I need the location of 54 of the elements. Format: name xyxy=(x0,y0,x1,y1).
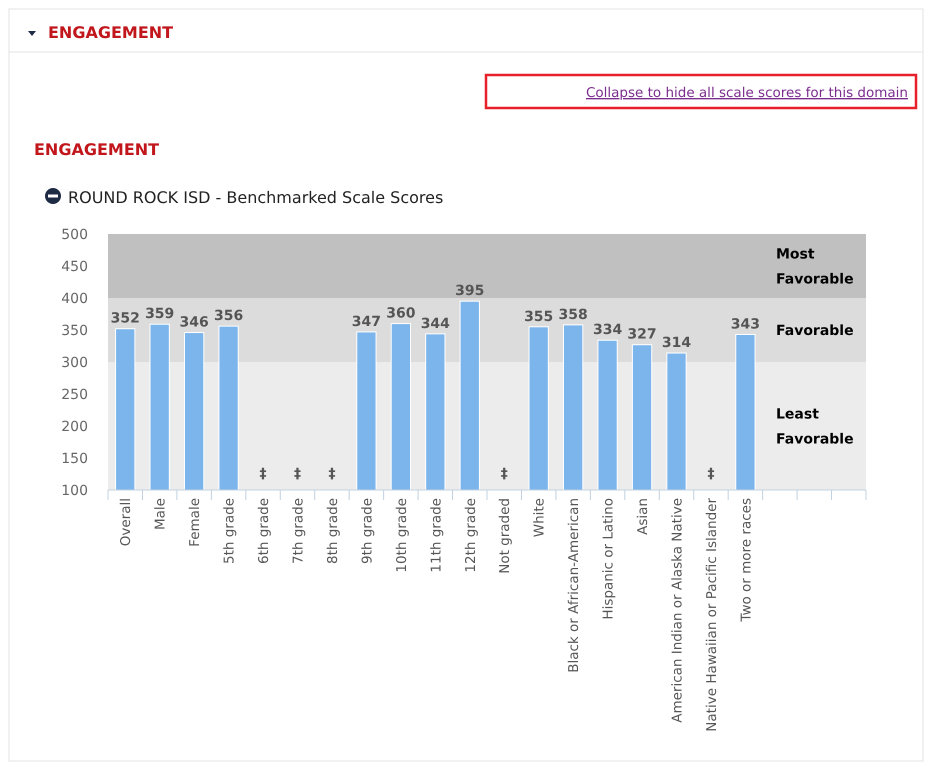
data-label: 314 xyxy=(662,335,692,352)
chart-subtitle: ROUND ROCK ISD - Benchmarked Scale Scores xyxy=(68,188,444,207)
x-tick-label: White xyxy=(532,498,548,538)
text: ‡ xyxy=(328,466,336,482)
text: Collapse to hide all scale scores for this domain xyxy=(586,85,908,101)
data-label: 327 xyxy=(627,326,657,343)
x-tick-label: 6th grade xyxy=(256,498,272,564)
x-tick-label: 8th grade xyxy=(324,498,341,564)
text: ‡ xyxy=(707,466,714,482)
data-label: 334 xyxy=(592,322,622,338)
x-tick-label: Asian xyxy=(635,498,652,535)
data-label: 347 xyxy=(352,314,382,330)
data-label: 344 xyxy=(420,316,450,332)
x-tick-label: Native Hawaiian or Pacific Islander xyxy=(704,498,720,732)
x-tick-label: Not graded xyxy=(497,498,514,574)
data-label: 395 xyxy=(455,283,484,300)
y-tick-label: 500 xyxy=(61,227,88,243)
x-tick-label: Female xyxy=(187,498,204,547)
text: ‡ xyxy=(260,466,267,482)
x-tick-label: Overall xyxy=(118,498,134,546)
x-tick-label: 11th grade xyxy=(428,498,444,573)
text: ‡ xyxy=(500,466,508,482)
x-tick-label: 9th grade xyxy=(359,498,376,564)
y-tick-label: 150 xyxy=(61,451,88,467)
x-tick-label: Black or African-American xyxy=(566,498,582,673)
x-tick-label: Male xyxy=(152,498,169,530)
data-label: 352 xyxy=(110,310,140,327)
x-tick-label: 12th grade xyxy=(462,498,479,573)
x-tick-label: Two or more races xyxy=(738,498,754,623)
data-label: 346 xyxy=(180,314,209,331)
y-tick-label: 300 xyxy=(61,355,88,371)
x-tick-label: 10th grade xyxy=(394,498,410,573)
x-tick-label: American Indian or Alaska Native xyxy=(670,498,686,723)
text: ‡ xyxy=(294,466,301,482)
band-label: Favorable xyxy=(776,323,854,339)
y-tick-label: 250 xyxy=(61,387,88,403)
y-tick-label: 400 xyxy=(61,291,88,307)
data-label: 356 xyxy=(214,308,244,324)
data-label: 360 xyxy=(386,306,416,322)
text: ENGAGEMENT xyxy=(34,140,160,159)
x-tick-label: 7th grade xyxy=(290,498,306,564)
band-label: Most Favorable xyxy=(776,246,854,288)
data-label: 343 xyxy=(730,316,760,332)
data-label: 359 xyxy=(145,306,174,322)
data-label: 355 xyxy=(524,308,554,325)
x-tick-label: 5th grade xyxy=(222,498,238,564)
x-tick-label: Hispanic or Latino xyxy=(600,498,617,620)
chart-title: ENGAGEMENT xyxy=(48,23,174,42)
y-tick-label: 450 xyxy=(61,259,88,275)
y-tick-label: 100 xyxy=(61,483,88,499)
y-tick-label: 200 xyxy=(61,419,88,435)
y-tick-label: 350 xyxy=(61,323,88,339)
band-label: Least Favorable xyxy=(776,406,854,448)
data-label: 358 xyxy=(558,306,588,323)
